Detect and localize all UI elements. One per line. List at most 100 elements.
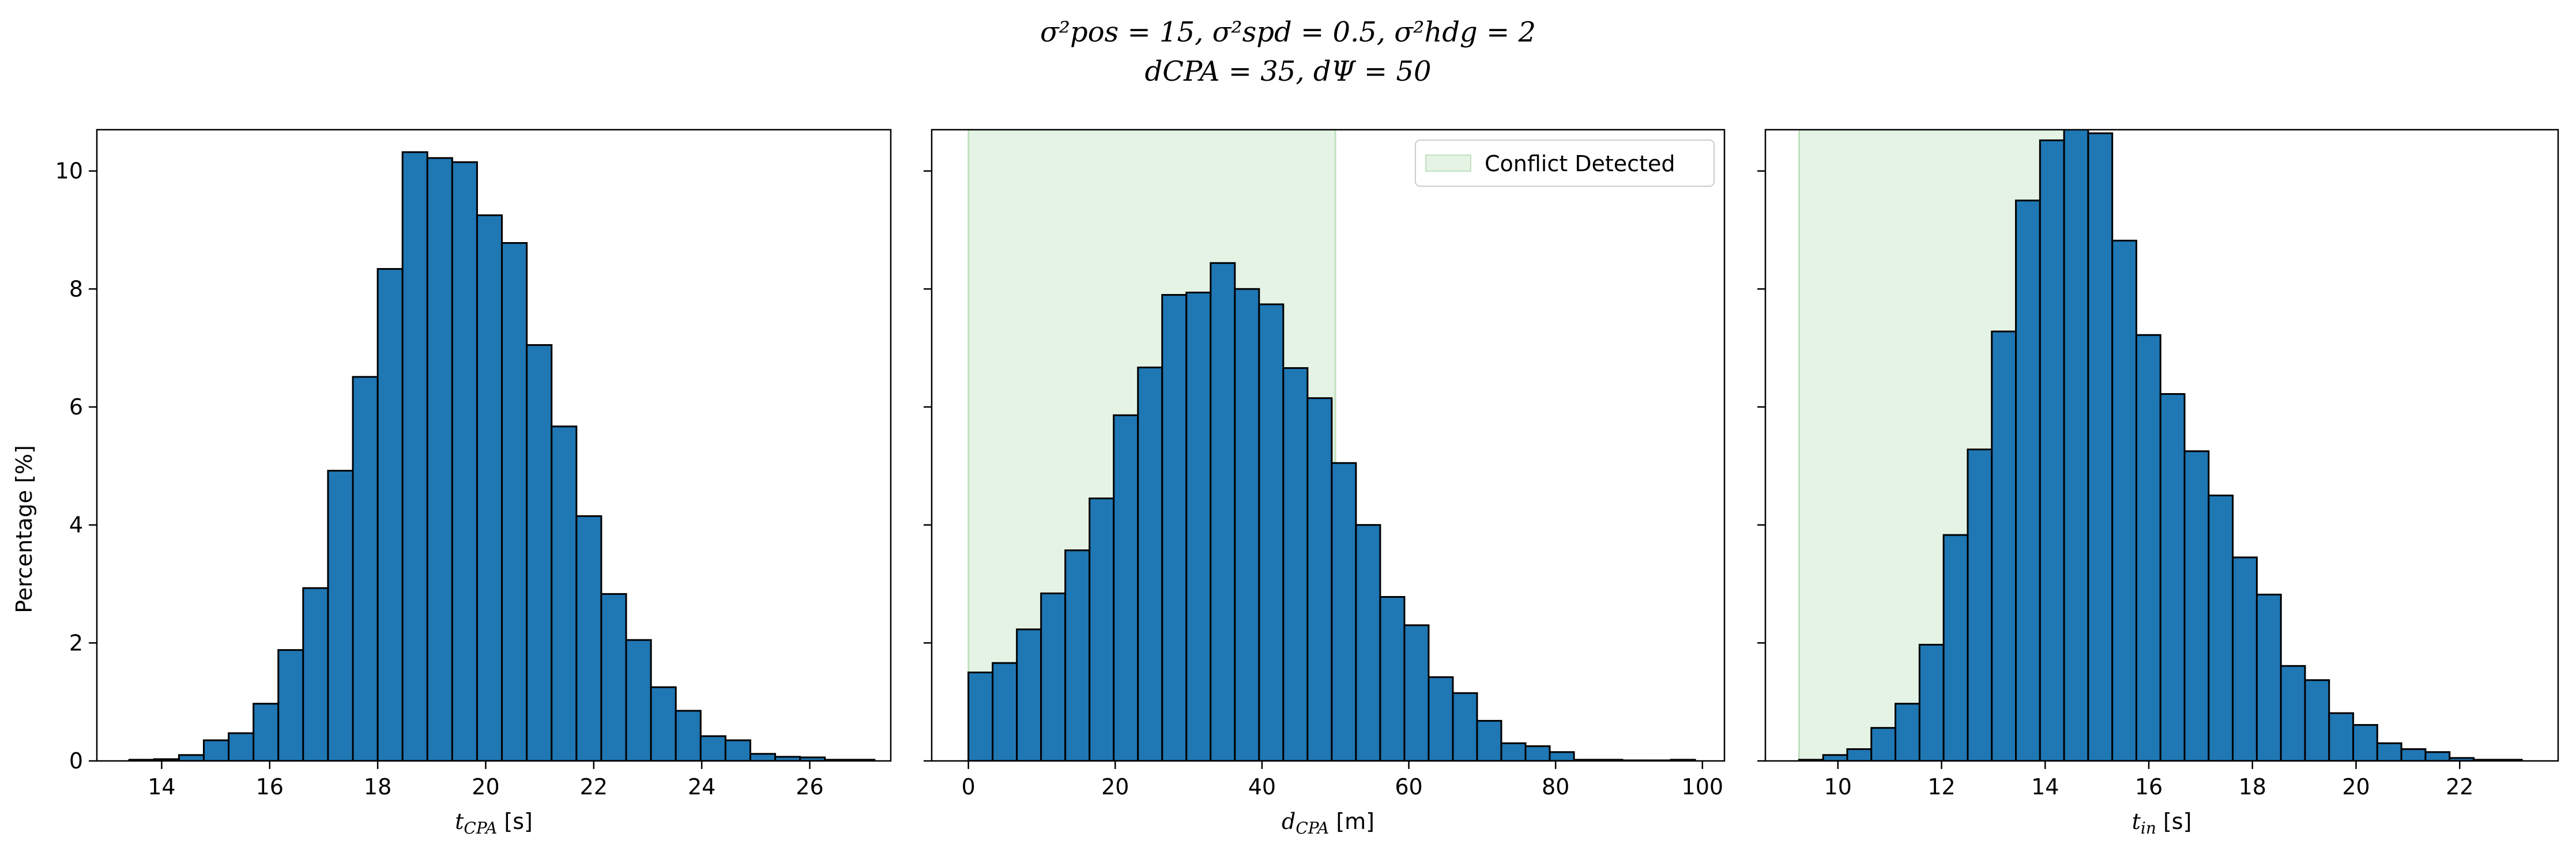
histogram-bar	[992, 662, 1018, 761]
histogram-bar	[476, 214, 503, 761]
x-axis-label: dCPA [m]	[1282, 809, 1374, 838]
x-tick-label: 20	[2342, 774, 2370, 800]
x-tick-label: 60	[1395, 774, 1422, 800]
histogram-bar	[575, 515, 602, 761]
histogram-bar	[451, 161, 478, 761]
histogram-bar	[202, 739, 230, 761]
x-tick-label: 22	[2446, 774, 2473, 800]
histogram-bar	[625, 639, 652, 761]
x-tick-label: 26	[796, 774, 823, 800]
histogram-bar	[526, 344, 553, 761]
x-axis-label: tin [s]	[2132, 809, 2192, 838]
figure-title: σ²pos = 15, σ²spd = 0.5, σ²hdg = 2 dCPA …	[0, 13, 2576, 91]
histogram-bar	[2304, 679, 2330, 761]
histogram-bar	[178, 754, 205, 761]
histogram-bar	[302, 587, 329, 761]
histogram-bar	[2328, 712, 2355, 761]
x-tick-label: 20	[1101, 774, 1129, 800]
histogram-bar	[277, 649, 304, 761]
histogram-bar	[1185, 291, 1212, 761]
x-tick-label: 18	[364, 774, 391, 800]
y-tick-label: 2	[69, 630, 83, 655]
histogram-bar	[1403, 624, 1430, 761]
histogram-bar	[2255, 593, 2282, 761]
title-line-1: σ²pos = 15, σ²spd = 0.5, σ²hdg = 2	[1040, 16, 1536, 48]
histogram-bar	[1500, 742, 1527, 761]
x-tick-label: 14	[148, 774, 175, 800]
histogram-bar	[1258, 303, 1285, 761]
title-line-2: dCPA = 35, dΨ = 50	[1144, 55, 1432, 88]
x-tick-label: 14	[2031, 774, 2059, 800]
histogram-bar	[1895, 703, 1920, 761]
histogram-bar	[1210, 262, 1236, 761]
histogram-bar	[1476, 719, 1502, 761]
x-tick-label: 24	[688, 774, 715, 800]
histogram-bar	[2063, 130, 2089, 761]
histogram-bar	[551, 425, 578, 761]
histogram-bar	[699, 735, 726, 761]
x-tick-label: 40	[1248, 774, 1276, 800]
histogram-bar	[1064, 549, 1091, 761]
histogram-bar	[2424, 751, 2451, 761]
x-tick-label: 16	[2135, 774, 2163, 800]
histogram-bar	[2015, 199, 2041, 761]
histogram-bar	[1282, 367, 1309, 761]
x-tick-label: 80	[1542, 774, 1569, 800]
histogram-bar	[2039, 139, 2065, 761]
histogram-bar	[1991, 330, 2017, 761]
legend-label: Conflict Detected	[1485, 151, 1675, 176]
histogram-bar	[1942, 534, 1969, 761]
histogram-bar	[1331, 462, 1357, 761]
histogram-bar	[967, 671, 994, 761]
y-tick-label: 6	[69, 394, 83, 420]
histogram-bar	[2232, 556, 2258, 761]
histogram-bar	[724, 739, 751, 761]
axes-frame	[1764, 129, 2559, 762]
histogram-bar	[749, 753, 777, 761]
histogram-bar	[2376, 742, 2402, 761]
x-tick-label: 20	[472, 774, 499, 800]
histogram-bar	[650, 686, 677, 761]
histogram-bar	[1918, 643, 1945, 761]
histogram-bar	[1428, 676, 1454, 761]
histogram-bar	[600, 593, 627, 761]
histogram-bar	[327, 470, 354, 761]
histogram-bar	[1089, 497, 1115, 761]
y-tick-label: 8	[69, 276, 83, 301]
x-tick-label: 22	[580, 774, 608, 800]
histogram-bar	[1137, 366, 1163, 761]
histogram-bar	[2400, 748, 2427, 761]
histogram-bar	[1524, 745, 1551, 761]
x-tick-label: 10	[1824, 774, 1852, 800]
legend-swatch	[1425, 154, 1471, 172]
chart-panel-2: 0 20 40 60 80 100 dCPA [m] Conflict Detected	[924, 129, 1726, 838]
histogram-bar	[376, 268, 404, 761]
histogram-bar	[2352, 724, 2378, 761]
y-tick-label: 4	[69, 512, 83, 538]
y-tick-label: 10	[55, 159, 83, 184]
axes-frame	[96, 129, 892, 762]
x-tick-label: 0	[962, 774, 976, 800]
histogram-bar	[1549, 751, 1575, 761]
plot-area	[128, 151, 876, 761]
legend: Conflict Detected	[1415, 140, 1715, 187]
histogram-bar	[1306, 397, 1333, 761]
histogram-bar	[501, 242, 528, 761]
histogram-bar	[426, 157, 453, 761]
histogram-bar	[2159, 393, 2186, 761]
histogram-bar	[2111, 239, 2137, 761]
histogram-bar	[1113, 414, 1139, 761]
histogram-bar	[2280, 665, 2306, 761]
histogram-bar	[352, 376, 379, 761]
plot-area	[967, 130, 1696, 761]
histogram-bar	[1355, 524, 1381, 761]
histogram-bar	[1379, 596, 1406, 761]
histogram-bar	[1967, 448, 1993, 761]
plot-area	[1798, 130, 2523, 761]
histogram-bar	[1234, 288, 1260, 761]
histogram-bar	[1161, 294, 1188, 761]
histogram-bar	[228, 732, 255, 761]
histogram-bar	[1870, 727, 1897, 761]
